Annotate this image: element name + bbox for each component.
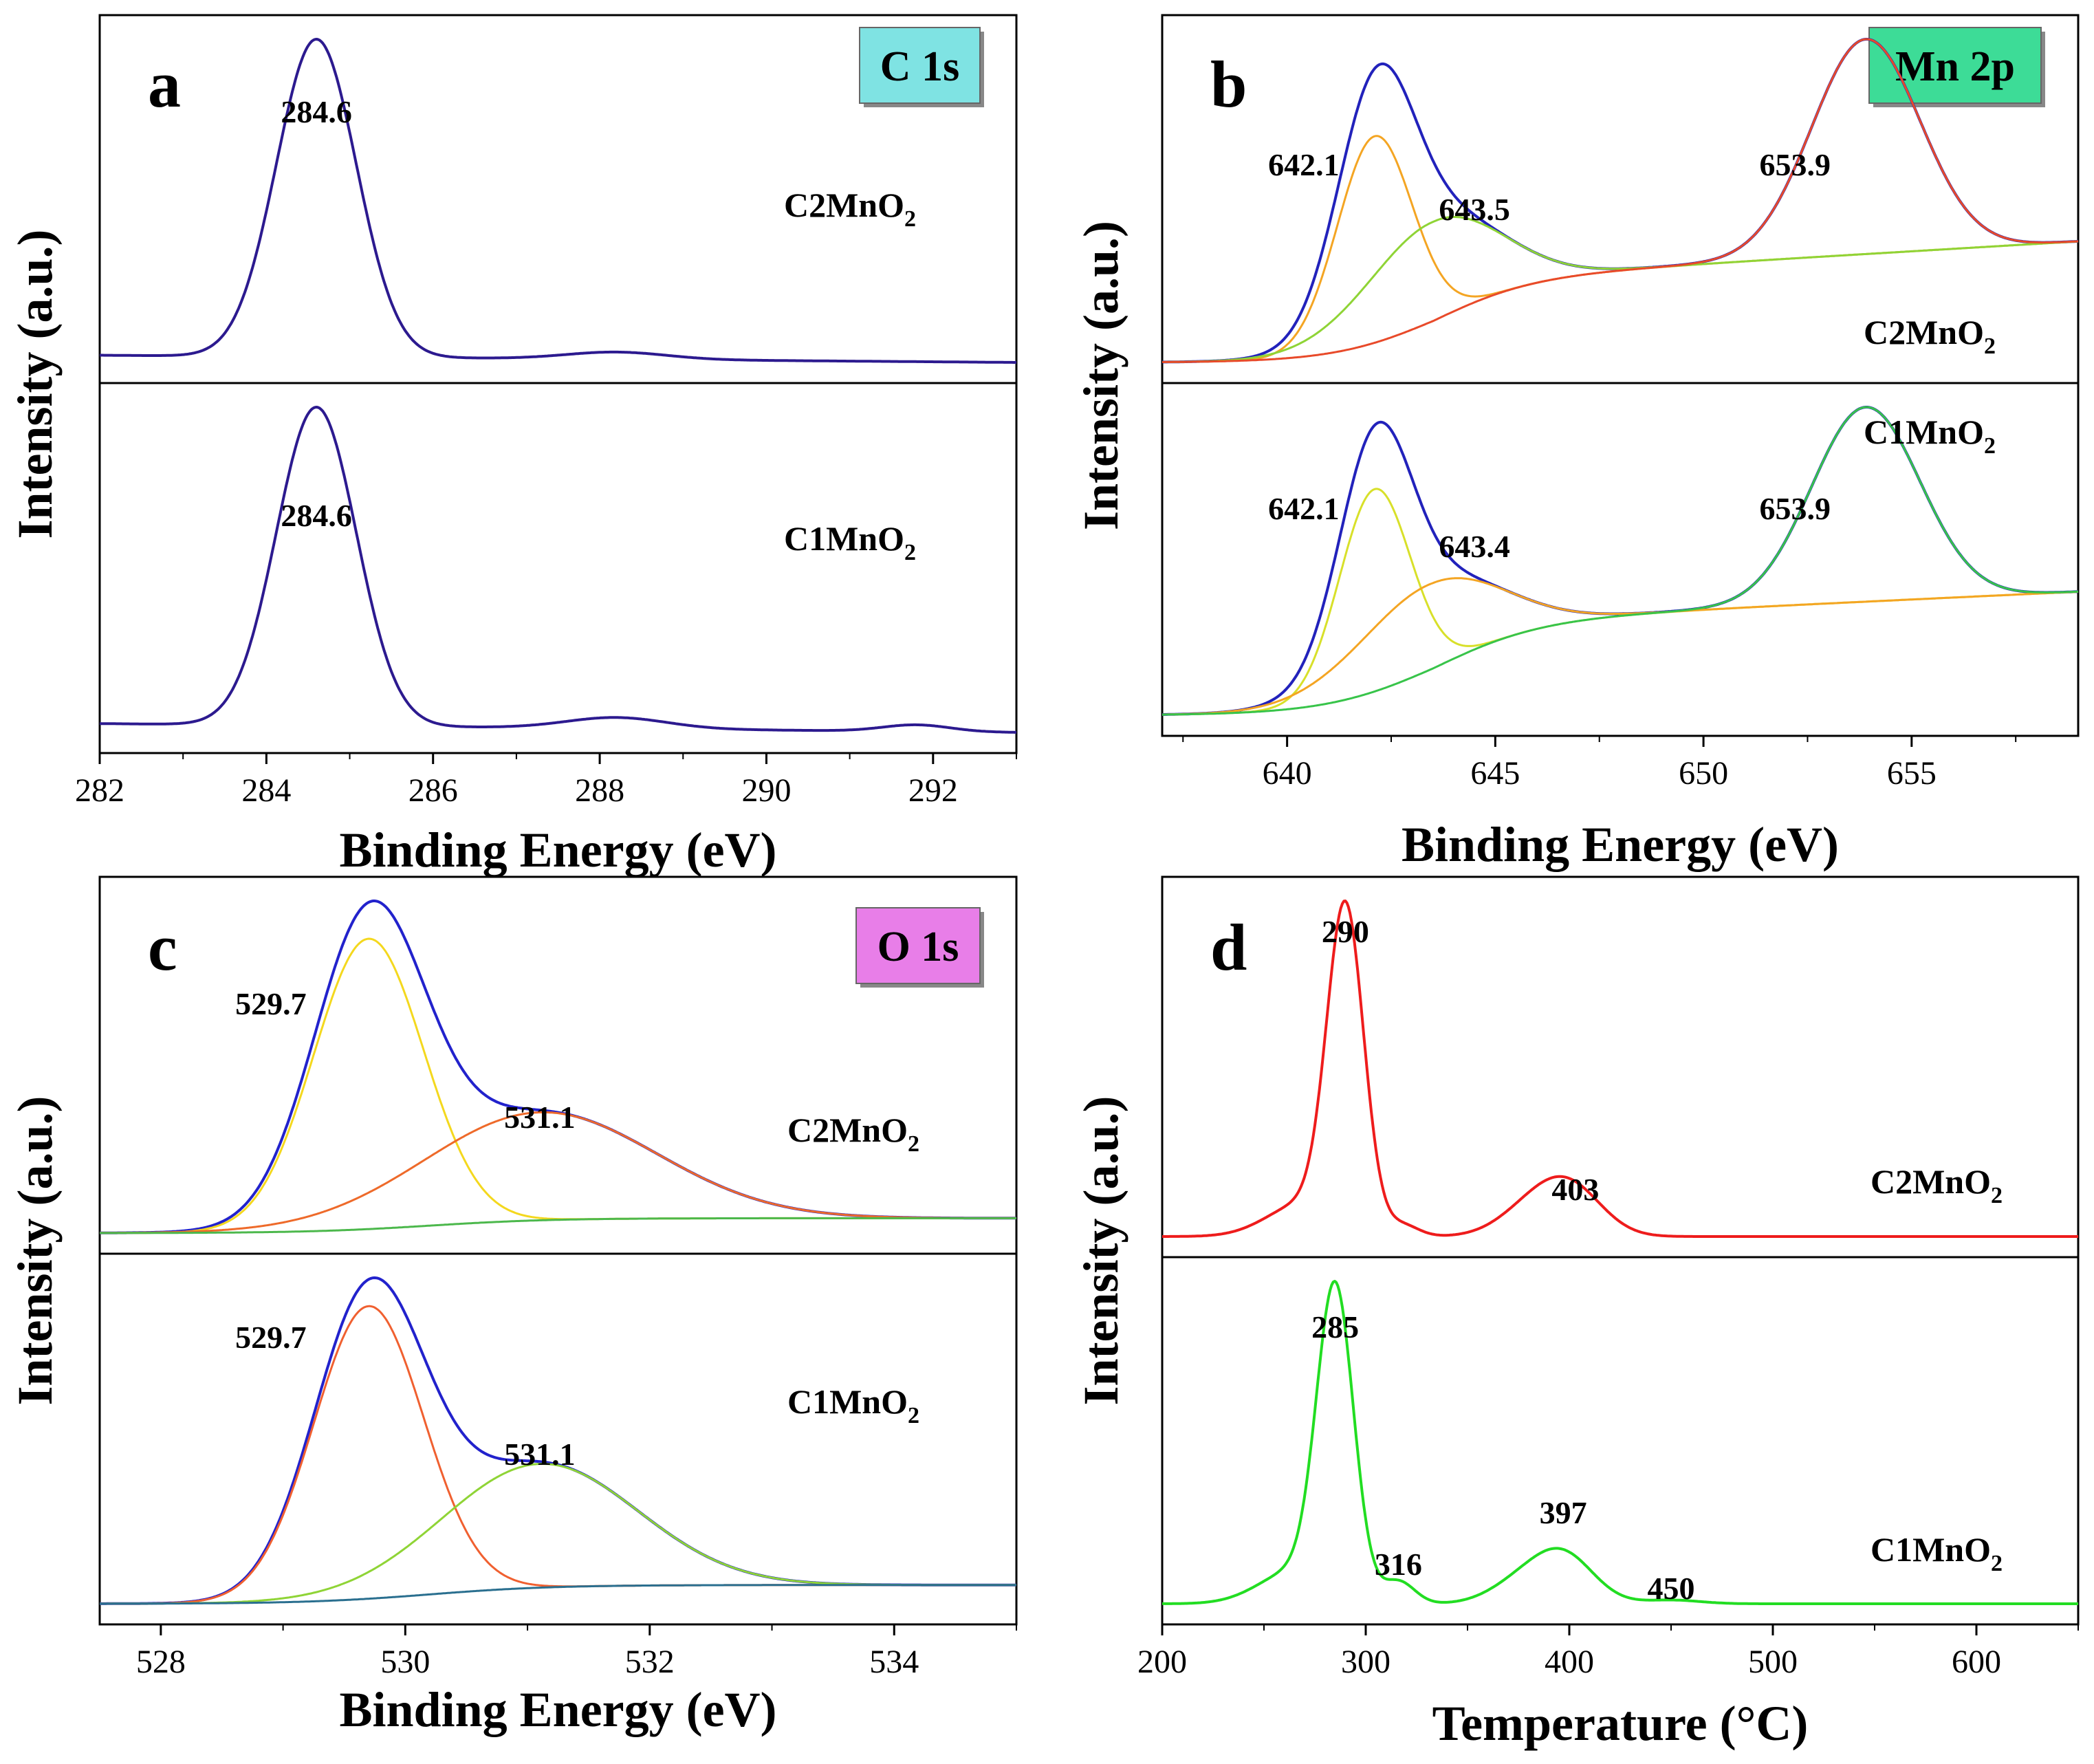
panel-letter: b: [1210, 47, 1247, 121]
panel-frame: [1161, 14, 2080, 737]
peak-label: 397: [1540, 1495, 1587, 1530]
peak-label: 531.1: [504, 1437, 576, 1472]
peak-label: 643.5: [1439, 192, 1510, 227]
series-line: [1162, 900, 2078, 1238]
element-badge-label: O 1s: [877, 924, 959, 970]
sample-label: C1MnO2: [787, 1382, 919, 1428]
peak-label: 653.9: [1760, 491, 1831, 526]
x-tick-label: 600: [1952, 1644, 2001, 1680]
element-badge-label: C 1s: [880, 43, 959, 90]
series-line: [1162, 406, 2079, 716]
peak-label: 316: [1375, 1547, 1422, 1582]
panel-frame: [1161, 875, 2080, 1626]
y-axis-title: Intensity (a.u.): [1073, 1096, 1128, 1405]
peak-label: 284.6: [281, 498, 352, 533]
peak-label: 642.1: [1268, 147, 1340, 182]
sample-label: C1MnO2: [784, 519, 916, 565]
peak-label: 450: [1648, 1571, 1695, 1606]
peak-label: 653.9: [1760, 147, 1831, 182]
series-line: [1162, 1280, 2078, 1605]
series-line: [99, 406, 1016, 734]
peak-label: 529.7: [235, 1320, 307, 1355]
sample-label: C2MnO2: [784, 186, 916, 232]
panel-frame: [98, 875, 1018, 1626]
peak-label: 642.1: [1268, 491, 1340, 526]
panel-letter: a: [148, 47, 181, 121]
series-line: [100, 1584, 1016, 1605]
series-line: [1162, 38, 2079, 363]
x-tick-label: 284: [241, 772, 291, 809]
series-line: [1162, 216, 2079, 363]
panel-letter: c: [148, 911, 177, 984]
peak-label: 284.6: [281, 94, 352, 129]
series-line: [100, 1463, 1016, 1605]
peak-label: 403: [1551, 1172, 1599, 1207]
peak-label: 290: [1322, 914, 1369, 949]
panel-c: 528 530 532 534 Binding Energy (eV) Intensity…: [8, 875, 1018, 1737]
panel-letter: d: [1210, 911, 1247, 984]
x-tick-label: 300: [1341, 1644, 1390, 1680]
x-tick-label: 655: [1887, 755, 1937, 792]
x-tick-label: 534: [869, 1644, 919, 1680]
sample-label: C1MnO2: [1864, 413, 1996, 459]
sample-label: C1MnO2: [1871, 1530, 2003, 1576]
peak-label: 529.7: [235, 986, 307, 1021]
y-axis-title: Intensity (a.u.): [8, 1096, 63, 1405]
panel-b: 640 645 650 655 Binding Energy (eV) Intensity…: [1073, 14, 2080, 872]
panel-a: 282 284 286 288 290 292 Binding Energy (eV) Int…: [8, 14, 1018, 878]
x-tick-label: 282: [75, 772, 124, 809]
element-badge: [859, 27, 981, 104]
sample-label: C2MnO2: [1871, 1162, 2003, 1208]
y-axis-title: Intensity (a.u.): [8, 229, 63, 538]
x-axis-title: Binding Energy (eV): [1402, 817, 1839, 872]
x-tick-label: 400: [1545, 1644, 1594, 1680]
x-tick-label: 528: [136, 1644, 186, 1680]
x-tick-label: 532: [625, 1644, 675, 1680]
x-tick-label: 650: [1679, 755, 1728, 792]
x-tick-label: 290: [741, 772, 791, 809]
peak-label: 643.4: [1439, 529, 1510, 564]
x-tick-label: 645: [1470, 755, 1520, 792]
x-tick-label: 200: [1137, 1644, 1187, 1680]
x-axis-title: Temperature (°C): [1432, 1696, 1809, 1751]
x-tick-label: 530: [380, 1644, 430, 1680]
x-tick-label: 288: [575, 772, 624, 809]
x-axis-title: Binding Energy (eV): [339, 1682, 776, 1737]
peak-label: 531.1: [504, 1100, 576, 1135]
series-line: [1162, 577, 2079, 716]
series-line: [100, 1111, 1016, 1234]
series-line: [1162, 406, 2079, 716]
peak-label: 285: [1311, 1309, 1359, 1344]
panel-d: 200 300 400 500 600 Temperature (°C) Intensity…: [1073, 875, 2080, 1751]
x-tick-label: 640: [1263, 755, 1312, 792]
x-tick-label: 292: [908, 772, 958, 809]
element-badge: [1868, 27, 2042, 104]
element-badge: [855, 907, 981, 984]
series-line: [100, 1217, 1016, 1234]
element-badge-label: Mn 2p: [1895, 43, 2015, 90]
y-axis-title: Intensity (a.u.): [1073, 221, 1128, 530]
sample-label: C2MnO2: [1864, 313, 1996, 359]
x-axis-title: Binding Energy (eV): [339, 823, 776, 878]
x-tick-label: 500: [1748, 1644, 1798, 1680]
x-tick-label: 286: [408, 772, 458, 809]
series-line: [100, 38, 1016, 364]
sample-label: C2MnO2: [787, 1111, 919, 1157]
